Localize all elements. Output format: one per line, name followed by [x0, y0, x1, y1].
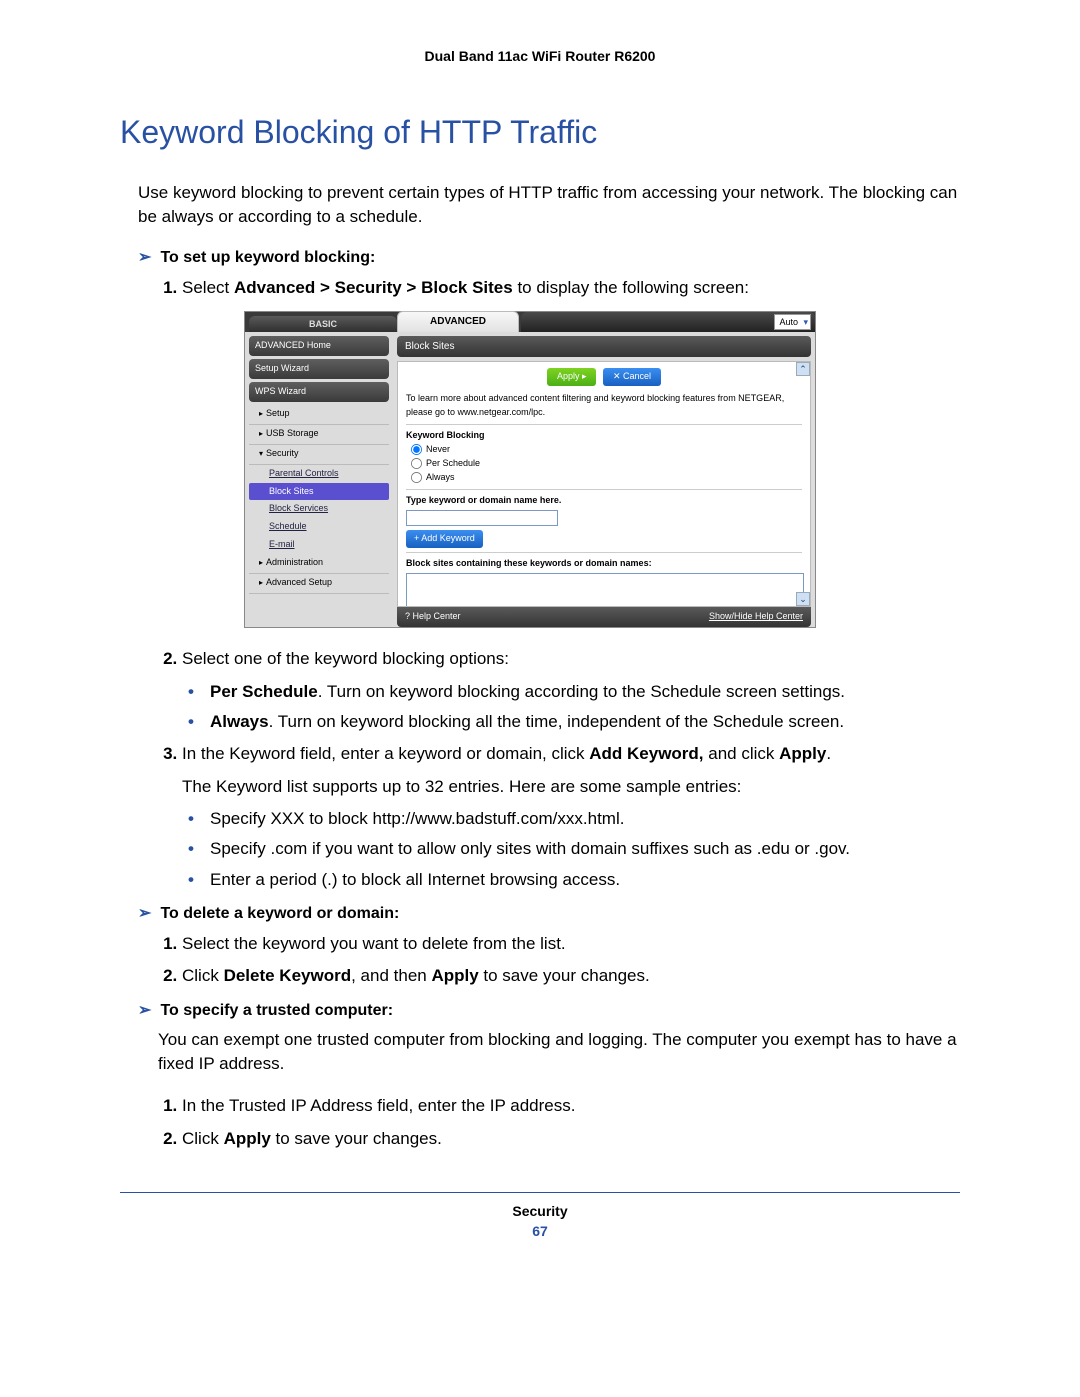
- sidebar-item-administration[interactable]: Administration: [249, 554, 389, 574]
- steps-trusted: In the Trusted IP Address field, enter t…: [158, 1093, 960, 1152]
- procedure-title: To delete a keyword or domain:: [160, 905, 399, 922]
- help-center-label[interactable]: ? Help Center: [405, 611, 461, 621]
- trusted-step-1: In the Trusted IP Address field, enter t…: [182, 1093, 960, 1119]
- chevron-icon: ➢: [138, 903, 156, 923]
- footer-section-label: Security: [120, 1203, 960, 1219]
- sidebar-item-home[interactable]: ADVANCED Home: [249, 336, 389, 356]
- sidebar-item-advanced-setup[interactable]: Advanced Setup: [249, 574, 389, 594]
- delete-step-1: Select the keyword you want to delete fr…: [182, 931, 960, 957]
- router-ui-screenshot: BASIC ADVANCED Auto ADVANCED Home Setup …: [244, 311, 816, 628]
- bullet-sample-2: Specify .com if you want to allow only s…: [210, 836, 960, 862]
- sidebar-item-setup[interactable]: Setup: [249, 405, 389, 425]
- sidebar-sub-schedule[interactable]: Schedule: [249, 518, 389, 536]
- trusted-step-2: Click Apply to save your changes.: [182, 1126, 960, 1152]
- block-list-group: Block sites containing these keywords or…: [406, 557, 802, 608]
- intro-paragraph: Use keyword blocking to prevent certain …: [138, 181, 960, 229]
- main-panel: Block Sites ⌃ Apply ▸ ✕ Cancel To learn …: [393, 332, 815, 627]
- chevron-icon: ➢: [138, 1000, 156, 1020]
- type-keyword-group: Type keyword or domain name here. + Add …: [406, 494, 802, 553]
- sidebar-item-setup-wizard[interactable]: Setup Wizard: [249, 359, 389, 379]
- tab-basic[interactable]: BASIC: [249, 316, 397, 332]
- step-2: Select one of the keyword blocking optio…: [182, 646, 960, 735]
- help-bar: ? Help Center Show/Hide Help Center: [397, 607, 811, 627]
- list-label: Block sites containing these keywords or…: [406, 557, 802, 571]
- sidebar: ADVANCED Home Setup Wizard WPS Wizard Se…: [245, 332, 393, 627]
- chevron-icon: ➢: [138, 247, 156, 267]
- add-keyword-button[interactable]: + Add Keyword: [406, 530, 483, 548]
- scroll-up-icon[interactable]: ⌃: [796, 362, 810, 376]
- tab-advanced[interactable]: ADVANCED: [397, 311, 519, 332]
- step-3: In the Keyword field, enter a keyword or…: [182, 741, 960, 893]
- sidebar-item-wps-wizard[interactable]: WPS Wizard: [249, 382, 389, 402]
- procedure-heading-delete: ➢ To delete a keyword or domain:: [138, 903, 960, 923]
- radio-never[interactable]: Never: [410, 444, 450, 454]
- bullet-per-schedule: Per Schedule. Turn on keyword blocking a…: [210, 679, 960, 705]
- panel-body: ⌃ Apply ▸ ✕ Cancel To learn more about a…: [397, 361, 811, 607]
- sidebar-sub-block-services[interactable]: Block Services: [249, 500, 389, 518]
- panel-title-bar: Block Sites: [397, 336, 811, 358]
- radio-always[interactable]: Always: [410, 472, 455, 482]
- step3-desc: The Keyword list supports up to 32 entri…: [182, 774, 960, 800]
- bullet-sample-1: Specify XXX to block http://www.badstuff…: [210, 806, 960, 832]
- type-label: Type keyword or domain name here.: [406, 494, 802, 508]
- footer-page-number: 67: [120, 1223, 960, 1239]
- procedure-heading-trusted: ➢ To specify a trusted computer:: [138, 1000, 960, 1020]
- sidebar-item-security[interactable]: Security: [249, 445, 389, 465]
- sidebar-sub-email[interactable]: E-mail: [249, 536, 389, 554]
- radio-per-schedule[interactable]: Per Schedule: [410, 458, 480, 468]
- steps-delete: Select the keyword you want to delete fr…: [158, 931, 960, 990]
- sidebar-sub-parental[interactable]: Parental Controls: [249, 465, 389, 483]
- keyword-list[interactable]: [406, 573, 804, 608]
- step-1: Select Advanced > Security > Block Sites…: [182, 275, 960, 629]
- sidebar-sub-block-sites[interactable]: Block Sites: [249, 483, 389, 501]
- procedure-title: To specify a trusted computer:: [160, 1002, 393, 1019]
- footer-rule: [120, 1192, 960, 1193]
- delete-step-2: Click Delete Keyword, and then Apply to …: [182, 963, 960, 989]
- info-note: To learn more about advanced content fil…: [406, 392, 802, 425]
- section-title: Keyword Blocking of HTTP Traffic: [120, 114, 960, 151]
- trusted-intro: You can exempt one trusted computer from…: [158, 1028, 960, 1076]
- auto-dropdown[interactable]: Auto: [774, 314, 811, 330]
- steps-setup: Select Advanced > Security > Block Sites…: [158, 275, 960, 894]
- bullet-sample-3: Enter a period (.) to block all Internet…: [210, 867, 960, 893]
- procedure-heading-setup: ➢ To set up keyword blocking:: [138, 247, 960, 267]
- help-toggle-link[interactable]: Show/Hide Help Center: [709, 610, 803, 624]
- manual-page: Dual Band 11ac WiFi Router R6200 Keyword…: [0, 0, 1080, 1397]
- scroll-down-icon[interactable]: ⌄: [796, 592, 810, 606]
- doc-header: Dual Band 11ac WiFi Router R6200: [120, 48, 960, 64]
- sidebar-item-usb[interactable]: USB Storage: [249, 425, 389, 445]
- procedure-title: To set up keyword blocking:: [160, 249, 375, 266]
- apply-button[interactable]: Apply ▸: [547, 368, 597, 386]
- bullet-always: Always. Turn on keyword blocking all the…: [210, 709, 960, 735]
- group-title: Keyword Blocking: [406, 429, 802, 443]
- keyword-blocking-group: Keyword Blocking Never Per Schedule Alwa…: [406, 429, 802, 490]
- keyword-input[interactable]: [406, 510, 558, 526]
- tab-spacer: Auto: [521, 312, 815, 332]
- cancel-button[interactable]: ✕ Cancel: [603, 368, 661, 386]
